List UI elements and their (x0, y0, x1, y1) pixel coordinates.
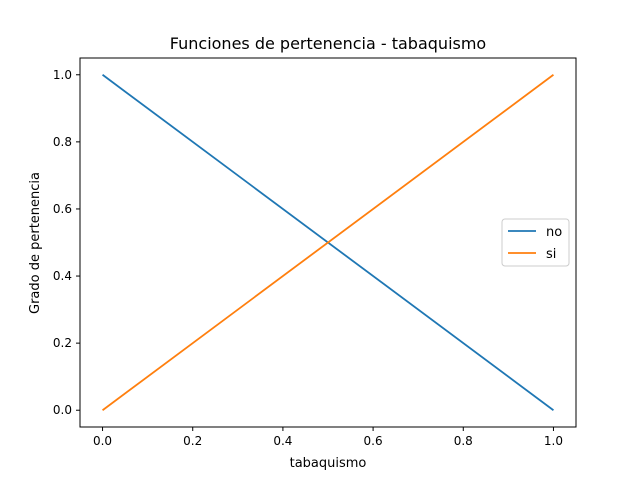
y-tick-label: 0.0 (53, 403, 72, 417)
x-tick-label: 0.2 (183, 434, 202, 448)
y-axis-ticks: 0.0 0.2 0.4 0.6 0.8 1.0 (53, 68, 80, 417)
series-lines (102, 74, 554, 411)
x-axis-label: tabaquismo (290, 456, 367, 471)
legend-label-si: si (546, 247, 556, 262)
y-tick-label: 0.8 (53, 135, 72, 149)
y-tick-label: 0.6 (53, 202, 72, 216)
x-tick-label: 0.4 (273, 434, 292, 448)
x-tick-label: 0.6 (364, 434, 383, 448)
y-tick-label: 0.2 (53, 336, 72, 350)
y-tick-label: 1.0 (53, 68, 72, 82)
series-line-si (102, 74, 554, 411)
x-axis-ticks: 0.0 0.2 0.4 0.6 0.8 1.0 (93, 427, 563, 448)
y-axis-label: Grado de pertenencia (28, 172, 43, 314)
chart-title: Funciones de pertenencia - tabaquismo (170, 34, 486, 53)
x-tick-label: 0.8 (454, 434, 473, 448)
legend: no si (501, 218, 570, 267)
plot-area-frame (79, 57, 577, 428)
x-tick-label: 0.0 (93, 434, 112, 448)
legend-label-no: no (546, 225, 562, 240)
x-tick-label: 1.0 (544, 434, 563, 448)
y-tick-label: 0.4 (53, 269, 72, 283)
